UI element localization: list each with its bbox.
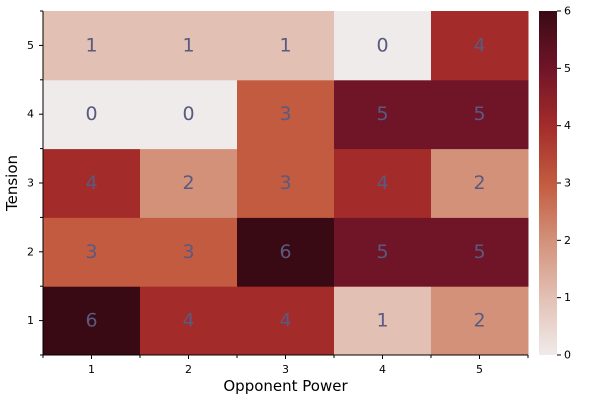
cell-value-label: 3 <box>279 103 291 125</box>
y-tick-label: 3 <box>27 177 34 190</box>
heatmap-cell <box>43 148 141 218</box>
cell-value-label: 5 <box>376 103 388 125</box>
colorbar-tick-label: 4 <box>564 119 571 132</box>
cell-value-label: 6 <box>279 241 291 263</box>
colorbar-tick-label: 0 <box>564 349 571 362</box>
heatmap-cell <box>431 286 529 356</box>
heatmap-cells <box>43 11 529 356</box>
heatmap-cell <box>237 79 335 150</box>
heatmap-cell <box>431 217 529 287</box>
heatmap-cell <box>431 79 529 150</box>
x-tick-label: 4 <box>379 363 386 376</box>
y-tick-label: 4 <box>27 108 34 121</box>
heatmap-cell <box>140 217 238 287</box>
cell-value-label: 5 <box>473 241 485 263</box>
heatmap-cell <box>43 286 141 356</box>
cell-value-label: 3 <box>182 241 194 263</box>
heatmap-cell <box>334 217 432 287</box>
heatmap-cell <box>334 11 432 81</box>
cell-value-label: 4 <box>279 310 291 332</box>
cell-value-label: 6 <box>85 310 97 332</box>
cell-value-label: 2 <box>473 172 485 194</box>
heatmap-cell <box>43 217 141 287</box>
cell-value-label: 2 <box>473 310 485 332</box>
cell-value-label: 1 <box>85 34 97 56</box>
y-tick-label: 1 <box>27 314 34 327</box>
cell-value-label: 1 <box>279 34 291 56</box>
x-tick-label: 2 <box>185 363 192 376</box>
cell-value-label: 1 <box>182 34 194 56</box>
heatmap-cell <box>237 286 335 356</box>
heatmap-cell <box>431 148 529 218</box>
colorbar-tick-label: 6 <box>564 5 571 18</box>
cell-value-label: 2 <box>182 172 194 194</box>
x-tick-label: 3 <box>282 363 289 376</box>
colorbar-tick-label: 1 <box>564 291 571 304</box>
cell-value-label: 3 <box>279 172 291 194</box>
heatmap-cell <box>140 286 238 356</box>
heatmap-cell <box>140 79 238 150</box>
heatmap-cell <box>140 148 238 218</box>
cell-value-label: 0 <box>376 34 388 56</box>
cell-value-label: 3 <box>85 241 97 263</box>
x-tick-label: 5 <box>476 363 483 376</box>
y-tick-label: 2 <box>27 245 34 258</box>
cell-value-labels: 6 4 4 1 2 3 3 6 5 5 4 2 3 4 2 0 0 3 5 5 1 1 1 0 4 <box>85 34 485 331</box>
colorbar-tick-label: 3 <box>564 177 571 190</box>
y-tick-label: 5 <box>27 39 34 52</box>
cell-value-label: 5 <box>376 241 388 263</box>
x-axis-ticks: 1 2 3 4 5 <box>42 355 529 376</box>
heatmap-cell <box>43 11 141 81</box>
cell-value-label: 0 <box>182 103 194 125</box>
cell-value-label: 1 <box>376 310 388 332</box>
colorbar-ticks: 0 1 2 3 4 5 6 <box>557 5 571 362</box>
heatmap-cell <box>237 11 335 81</box>
cell-value-label: 4 <box>182 310 194 332</box>
cell-value-label: 4 <box>376 172 388 194</box>
heatmap-cell <box>237 217 335 287</box>
heatmap-cell <box>334 286 432 356</box>
cell-value-label: 4 <box>473 34 485 56</box>
colorbar-tick-label: 5 <box>564 62 571 75</box>
heatmap-cell <box>431 11 529 81</box>
heatmap-cell <box>237 148 335 218</box>
heatmap-cell <box>43 79 141 150</box>
y-axis-label: Tension <box>3 155 21 212</box>
cell-value-label: 0 <box>85 103 97 125</box>
colorbar <box>539 11 557 355</box>
cell-value-label: 5 <box>473 103 485 125</box>
cell-value-label: 4 <box>85 172 97 194</box>
heatmap-cell <box>334 79 432 150</box>
colorbar-tick-label: 2 <box>564 234 571 247</box>
x-tick-label: 1 <box>88 363 95 376</box>
heatmap-cell <box>334 148 432 218</box>
heatmap-cell <box>140 11 238 81</box>
x-axis-label: Opponent Power <box>223 377 348 395</box>
y-axis-ticks: 1 2 3 4 5 <box>27 10 43 356</box>
